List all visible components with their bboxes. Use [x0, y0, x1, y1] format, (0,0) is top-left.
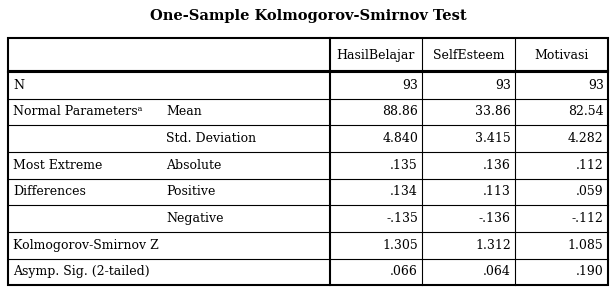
Text: 93: 93	[588, 79, 604, 92]
Text: One-Sample Kolmogorov-Smirnov Test: One-Sample Kolmogorov-Smirnov Test	[150, 9, 466, 23]
Text: 3.415: 3.415	[475, 132, 511, 145]
Text: Absolute: Absolute	[166, 159, 222, 172]
Text: .112: .112	[576, 159, 604, 172]
Text: Most Extreme: Most Extreme	[13, 159, 102, 172]
Text: Differences: Differences	[13, 186, 86, 198]
Text: .066: .066	[390, 265, 418, 278]
Text: 88.86: 88.86	[382, 106, 418, 118]
Text: -.135: -.135	[386, 212, 418, 225]
Text: Motivasi: Motivasi	[535, 49, 589, 62]
Text: 1.312: 1.312	[475, 239, 511, 252]
Text: -.112: -.112	[572, 212, 604, 225]
Text: 82.54: 82.54	[568, 106, 604, 118]
Text: 4.282: 4.282	[568, 132, 604, 145]
Text: Kolmogorov-Smirnov Z: Kolmogorov-Smirnov Z	[13, 239, 159, 252]
Text: .059: .059	[576, 186, 604, 198]
Text: 1.085: 1.085	[568, 239, 604, 252]
Text: -.136: -.136	[479, 212, 511, 225]
Text: .190: .190	[576, 265, 604, 278]
Text: .113: .113	[483, 186, 511, 198]
Text: .064: .064	[483, 265, 511, 278]
Text: .134: .134	[390, 186, 418, 198]
Text: Std. Deviation: Std. Deviation	[166, 132, 256, 145]
Text: Mean: Mean	[166, 106, 202, 118]
Text: Positive: Positive	[166, 186, 216, 198]
Text: SelfEsteem: SelfEsteem	[433, 49, 505, 62]
Text: 93: 93	[495, 79, 511, 92]
Text: 93: 93	[402, 79, 418, 92]
Text: 4.840: 4.840	[382, 132, 418, 145]
Text: Negative: Negative	[166, 212, 224, 225]
Text: .136: .136	[483, 159, 511, 172]
Text: Asymp. Sig. (2-tailed): Asymp. Sig. (2-tailed)	[13, 265, 150, 278]
Text: 1.305: 1.305	[383, 239, 418, 252]
Text: N: N	[13, 79, 24, 92]
Text: .135: .135	[391, 159, 418, 172]
Text: 33.86: 33.86	[475, 106, 511, 118]
Text: Normal Parametersᵃ: Normal Parametersᵃ	[13, 106, 142, 118]
Text: HasilBelajar: HasilBelajar	[337, 49, 415, 62]
